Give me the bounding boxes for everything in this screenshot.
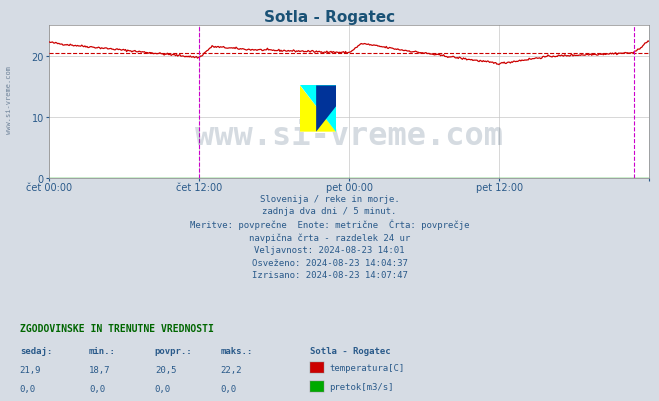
Text: Sotla - Rogatec: Sotla - Rogatec bbox=[264, 10, 395, 25]
Text: www.si-vreme.com: www.si-vreme.com bbox=[5, 66, 12, 134]
Text: 0,0: 0,0 bbox=[89, 385, 105, 393]
Text: 0,0: 0,0 bbox=[155, 385, 171, 393]
Polygon shape bbox=[316, 86, 336, 132]
Text: povpr.:: povpr.: bbox=[155, 346, 192, 355]
Text: pretok[m3/s]: pretok[m3/s] bbox=[330, 382, 394, 391]
Text: 0,0: 0,0 bbox=[221, 385, 237, 393]
Text: 21,9: 21,9 bbox=[20, 365, 42, 374]
Text: ZGODOVINSKE IN TRENUTNE VREDNOSTI: ZGODOVINSKE IN TRENUTNE VREDNOSTI bbox=[20, 323, 214, 333]
Text: www.si-vreme.com: www.si-vreme.com bbox=[195, 120, 503, 151]
Text: 0,0: 0,0 bbox=[20, 385, 36, 393]
Text: maks.:: maks.: bbox=[221, 346, 253, 355]
Text: 22,2: 22,2 bbox=[221, 365, 243, 374]
Polygon shape bbox=[300, 86, 336, 132]
Text: temperatura[C]: temperatura[C] bbox=[330, 363, 405, 372]
Text: min.:: min.: bbox=[89, 346, 116, 355]
Text: 18,7: 18,7 bbox=[89, 365, 111, 374]
Text: sedaj:: sedaj: bbox=[20, 346, 52, 355]
Text: 20,5: 20,5 bbox=[155, 365, 177, 374]
Polygon shape bbox=[300, 86, 336, 132]
Text: Slovenija / reke in morje.
zadnja dva dni / 5 minut.
Meritve: povprečne  Enote: : Slovenija / reke in morje. zadnja dva dn… bbox=[190, 194, 469, 279]
Text: Sotla - Rogatec: Sotla - Rogatec bbox=[310, 346, 390, 355]
